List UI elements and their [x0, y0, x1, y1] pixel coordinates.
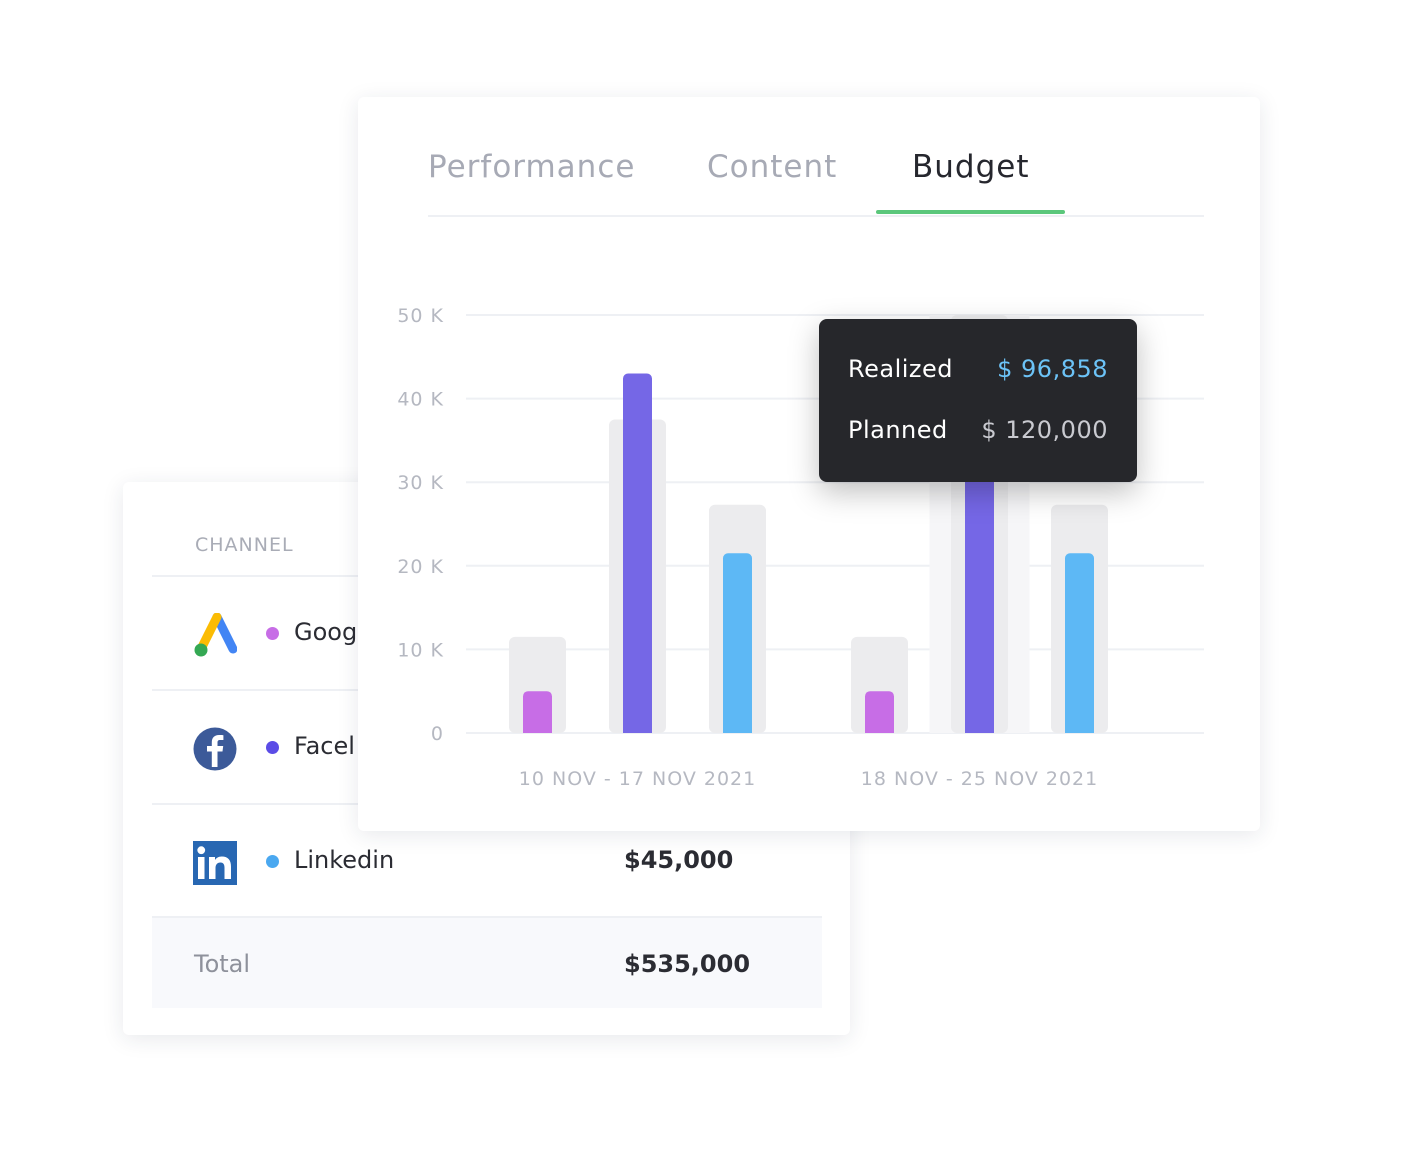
x-category-label: 18 NOV - 25 NOV 2021 — [861, 768, 1098, 790]
tab-performance[interactable]: Performance — [428, 149, 636, 185]
channel-color-dot — [266, 741, 279, 754]
realized-bar — [1065, 553, 1094, 733]
google-ads-icon — [194, 613, 237, 657]
tooltip-realized-label: Realized — [848, 355, 954, 383]
channel-amount: $45,000 — [624, 846, 734, 874]
channel-column-header: CHANNEL — [195, 534, 294, 556]
y-tick-label: 0 — [431, 723, 444, 745]
realized-bar-base — [623, 727, 652, 733]
realized-bar — [623, 373, 652, 733]
chart-tooltip: Realized $ 96,858 Planned $ 120,000 — [819, 319, 1137, 482]
y-tick-label: 50 K — [397, 305, 444, 327]
channel-name: Goog — [294, 618, 358, 646]
realized-bar-base — [965, 727, 994, 733]
tab-bar: Performance Content Budget — [428, 97, 1204, 217]
y-tick-label: 40 K — [397, 389, 444, 411]
y-tick-label: 10 K — [397, 639, 444, 661]
channel-color-dot — [266, 855, 279, 868]
x-category-label: 10 NOV - 17 NOV 2021 — [519, 768, 756, 790]
y-tick-label: 30 K — [397, 472, 444, 494]
budget-chart-card: Performance Content Budget 0 10 K 20 K 30 K… — [358, 97, 1260, 831]
channel-name: Linkedin — [294, 846, 395, 874]
realized-bar — [865, 691, 894, 733]
channel-color-dot — [266, 627, 279, 640]
y-tick-label: 20 K — [397, 556, 444, 578]
realized-bar — [523, 691, 552, 733]
active-tab-indicator — [876, 210, 1065, 214]
tooltip-realized-value: $ 96,858 — [997, 355, 1108, 383]
facebook-icon — [193, 727, 237, 771]
realized-bar — [723, 553, 752, 733]
tab-budget[interactable]: Budget — [912, 149, 1030, 185]
realized-bar-base — [1065, 727, 1094, 733]
total-amount: $535,000 — [624, 950, 751, 978]
channel-name: Facel — [294, 732, 355, 760]
total-label: Total — [194, 950, 251, 978]
table-total-row: Total $535,000 — [152, 916, 822, 1008]
realized-bar-base — [523, 727, 552, 733]
realized-bar-base — [723, 727, 752, 733]
linkedin-icon — [193, 841, 237, 885]
tooltip-planned-label: Planned — [848, 416, 948, 444]
tooltip-planned-value: $ 120,000 — [981, 416, 1108, 444]
tab-content[interactable]: Content — [707, 149, 838, 185]
realized-bar-base — [865, 727, 894, 733]
